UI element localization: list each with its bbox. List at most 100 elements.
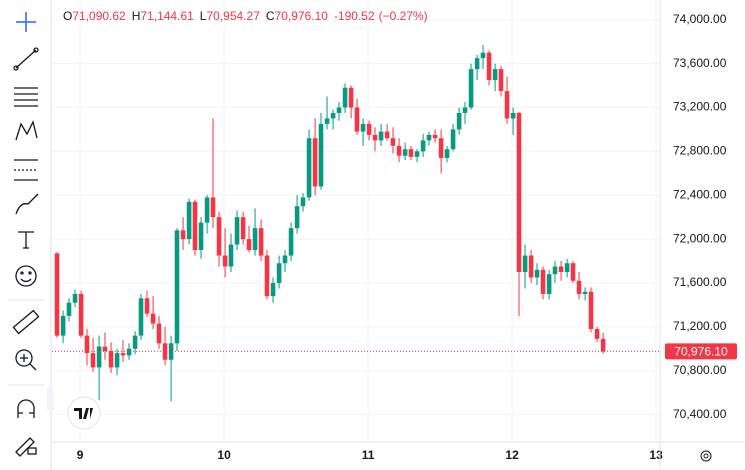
collapse-toolbar[interactable] bbox=[47, 388, 54, 410]
candle-body bbox=[534, 269, 540, 278]
ohlc-key: C bbox=[266, 9, 275, 23]
candle bbox=[450, 123, 456, 152]
candle-body bbox=[546, 274, 552, 294]
ruler-tool[interactable] bbox=[12, 309, 40, 335]
candle bbox=[492, 63, 498, 92]
candle bbox=[582, 287, 588, 301]
candle-body bbox=[354, 107, 360, 132]
candle bbox=[180, 217, 186, 251]
crosshair-tool[interactable] bbox=[16, 12, 36, 32]
y-tick-label: 73,200.00 bbox=[673, 100, 727, 114]
candle bbox=[102, 332, 108, 360]
candle bbox=[186, 198, 192, 245]
candle-body bbox=[312, 138, 318, 187]
candle bbox=[78, 290, 84, 338]
ohlc-value: 71,090.62 bbox=[72, 9, 126, 23]
candle bbox=[600, 332, 606, 354]
candle-body bbox=[324, 118, 330, 124]
candle bbox=[384, 123, 390, 141]
candle-body bbox=[168, 343, 174, 360]
candle bbox=[354, 98, 360, 135]
ohlc-key: O bbox=[63, 9, 72, 23]
zoom-tool[interactable] bbox=[15, 349, 37, 371]
candle-body bbox=[60, 315, 66, 336]
candle-body bbox=[480, 52, 486, 59]
candle-body bbox=[432, 134, 438, 139]
trendline-tool[interactable] bbox=[13, 47, 39, 71]
candle-body bbox=[474, 58, 480, 70]
y-tick-label: 70,800.00 bbox=[673, 363, 727, 377]
candle-body bbox=[120, 353, 126, 356]
candle-body bbox=[78, 293, 84, 336]
x-tick-label: 11 bbox=[362, 448, 375, 462]
candle-body bbox=[162, 343, 168, 360]
candle bbox=[228, 233, 234, 272]
magnet-tool[interactable] bbox=[17, 399, 35, 418]
candle bbox=[234, 210, 240, 251]
candle-body bbox=[246, 239, 252, 251]
candle-body bbox=[486, 52, 492, 81]
text-tool[interactable] bbox=[18, 231, 34, 249]
candle-body bbox=[102, 346, 108, 351]
candle bbox=[252, 208, 258, 256]
candle-body bbox=[294, 206, 300, 229]
settings-icon[interactable] bbox=[700, 450, 712, 462]
candle bbox=[210, 118, 216, 229]
candle bbox=[366, 120, 372, 141]
candle bbox=[522, 244, 528, 289]
candle bbox=[264, 250, 270, 300]
candle bbox=[504, 76, 510, 124]
emoji-tool[interactable] bbox=[15, 265, 37, 287]
ohlc-key: L bbox=[200, 9, 207, 23]
candle bbox=[216, 211, 222, 267]
candle bbox=[132, 331, 138, 355]
candle-body bbox=[516, 112, 522, 272]
change-value: -190.52 bbox=[334, 9, 375, 23]
y-tick-label: 72,800.00 bbox=[673, 144, 727, 158]
last-price-badge bbox=[665, 343, 737, 360]
candle-body bbox=[552, 266, 558, 275]
candle bbox=[54, 252, 60, 338]
candle bbox=[294, 195, 300, 234]
candle-body bbox=[600, 338, 606, 352]
candle bbox=[324, 96, 330, 130]
y-tick-label: 71,200.00 bbox=[673, 319, 727, 333]
candle bbox=[150, 296, 156, 330]
pattern-tool[interactable] bbox=[15, 120, 38, 141]
candle-body bbox=[582, 291, 588, 294]
candle bbox=[594, 326, 600, 343]
candle bbox=[420, 133, 426, 157]
candle bbox=[402, 142, 408, 161]
lock-draw-tool[interactable] bbox=[15, 437, 37, 457]
candle-body bbox=[192, 201, 198, 251]
candle bbox=[114, 348, 120, 376]
candle bbox=[156, 315, 162, 349]
candle bbox=[336, 102, 342, 121]
x-tick-label: 13 bbox=[649, 448, 663, 462]
candle-body bbox=[336, 107, 342, 113]
candle-body bbox=[594, 329, 600, 339]
brush-tool[interactable] bbox=[15, 193, 39, 215]
ohlc-value: 70,976.10 bbox=[275, 9, 329, 23]
candle-body bbox=[492, 69, 498, 81]
candle bbox=[396, 138, 402, 163]
candle-body bbox=[210, 197, 216, 218]
candle bbox=[222, 228, 228, 278]
fib-tool[interactable] bbox=[14, 87, 38, 107]
candle bbox=[240, 211, 246, 245]
prediction-tool[interactable] bbox=[14, 159, 38, 181]
candle bbox=[348, 85, 354, 119]
y-tick-label: 74,000.00 bbox=[673, 12, 727, 26]
candle bbox=[198, 217, 204, 259]
candle bbox=[174, 228, 180, 351]
candle bbox=[300, 193, 306, 212]
candle bbox=[96, 335, 102, 401]
candle bbox=[390, 127, 396, 154]
candle bbox=[144, 290, 150, 317]
candle-body bbox=[252, 228, 258, 251]
candle bbox=[192, 199, 198, 256]
candle-body bbox=[174, 230, 180, 344]
candle-body bbox=[114, 353, 120, 368]
candle-body bbox=[66, 302, 72, 316]
candle-body bbox=[270, 282, 276, 297]
